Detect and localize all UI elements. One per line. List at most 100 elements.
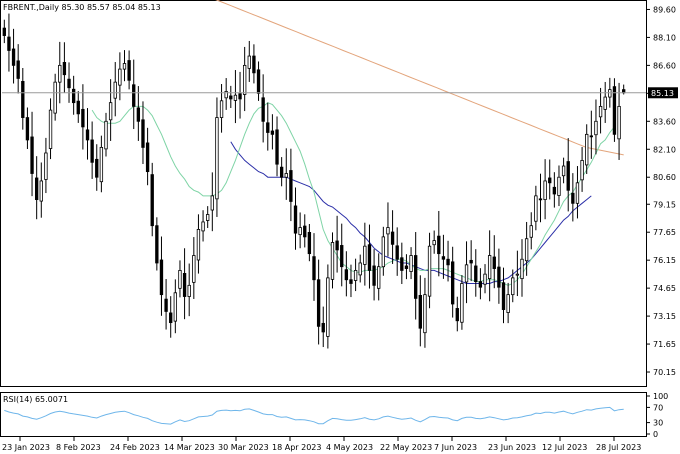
x-tick-label: 24 Feb 2023: [110, 443, 160, 452]
x-tick-label: 18 Apr 2023: [272, 443, 321, 452]
candle-body: [118, 68, 122, 86]
candle-body: [474, 265, 478, 283]
candle-body: [279, 166, 284, 178]
y-tick-label: 82.10: [653, 145, 676, 154]
candle-body: [612, 86, 617, 135]
candle-body: [2, 27, 6, 36]
sma-fast-line: [91, 102, 615, 286]
candle-body: [515, 273, 520, 276]
candle-body: [159, 259, 164, 296]
candle-body: [450, 261, 455, 305]
candle-body: [432, 240, 436, 246]
candle-body: [113, 81, 117, 99]
candle-body: [182, 273, 187, 297]
candle-body: [316, 279, 321, 327]
candle-body: [233, 94, 238, 101]
candle-body: [423, 294, 427, 334]
candle-body: [173, 292, 178, 322]
candle-body: [538, 198, 543, 201]
candle-body: [340, 245, 344, 268]
candle-body: [95, 158, 99, 178]
y-tick-label: 73.15: [653, 312, 676, 321]
candle-body: [353, 270, 358, 281]
candle-body: [215, 117, 219, 200]
candle-body: [30, 136, 34, 174]
rsi-tick-label: 100: [653, 392, 668, 401]
candle-body: [483, 273, 487, 285]
y-tick-label: 88.10: [653, 33, 676, 42]
candle-body: [335, 240, 339, 251]
candle-body: [566, 161, 570, 191]
candle-body: [229, 95, 233, 100]
candle-body: [44, 152, 48, 180]
candle-body: [487, 255, 492, 280]
candle-body: [21, 81, 25, 118]
candle-body: [326, 277, 330, 337]
candle-body: [524, 238, 529, 262]
candle-body: [548, 177, 552, 184]
y-tick-label: 86.60: [653, 61, 676, 70]
candle-body: [390, 231, 395, 245]
candle-body: [575, 182, 580, 204]
candle-body: [598, 105, 603, 118]
y-tick-label: 79.15: [653, 200, 676, 209]
x-axis: 23 Jan 2023 8 Feb 2023 24 Feb 2023 14 Mar 2…: [2, 437, 641, 452]
y-tick-label: 71.65: [653, 340, 676, 349]
candle-body: [298, 227, 302, 236]
candle-body: [132, 84, 136, 107]
x-tick-label: 14 Mar 2023: [164, 443, 215, 452]
candle-body: [478, 281, 483, 288]
candle-body: [400, 257, 404, 271]
candle-body: [247, 55, 251, 69]
candle-body: [608, 89, 612, 98]
candle-body: [520, 258, 524, 280]
candle-body: [289, 170, 293, 202]
candle-body: [104, 120, 108, 150]
candle-body: [7, 36, 11, 51]
candle-body: [395, 245, 399, 260]
candle-body: [34, 177, 39, 200]
candle-body: [224, 91, 228, 99]
candle-body: [344, 269, 349, 281]
candle-body: [367, 244, 372, 271]
candle-body: [71, 88, 76, 104]
candle-body: [571, 192, 575, 204]
candle-body: [238, 93, 242, 100]
candle-body: [404, 265, 409, 269]
y-tick-label: 89.60: [653, 5, 676, 14]
y-tick-label: 70.15: [653, 368, 676, 377]
rsi-tick-label: 30: [653, 419, 663, 428]
x-tick-label: 22 May 2023: [380, 443, 432, 452]
candle-body: [363, 245, 367, 265]
candle-body: [293, 205, 298, 234]
candle-body: [469, 259, 473, 264]
candle-body: [543, 180, 547, 200]
candle-body: [409, 255, 413, 272]
y-tick-label: 80.60: [653, 173, 676, 182]
candle-body: [418, 295, 422, 329]
candle-body: [178, 270, 182, 289]
candle-body: [497, 266, 501, 288]
candle-body: [155, 225, 159, 264]
candle-body: [594, 120, 598, 136]
last-price-tag-background: [648, 87, 678, 99]
candle-body: [441, 256, 446, 260]
candle-body: [164, 298, 168, 312]
candle-body: [192, 255, 196, 283]
candle-body: [349, 279, 353, 284]
candle-body: [589, 135, 594, 138]
candle-body: [372, 265, 376, 286]
x-tick-label: 8 Feb 2023: [56, 443, 101, 452]
rsi-series: [4, 406, 624, 425]
candle-body: [150, 174, 154, 227]
x-tick-label: 7 Jun 2023: [434, 443, 477, 452]
candle-body: [53, 81, 57, 114]
price-panel: [0, 0, 647, 387]
candle-body: [455, 308, 459, 322]
candle-body: [377, 266, 381, 289]
candle-body: [386, 227, 390, 235]
candle-body: [206, 214, 210, 221]
candle-body: [464, 264, 469, 283]
